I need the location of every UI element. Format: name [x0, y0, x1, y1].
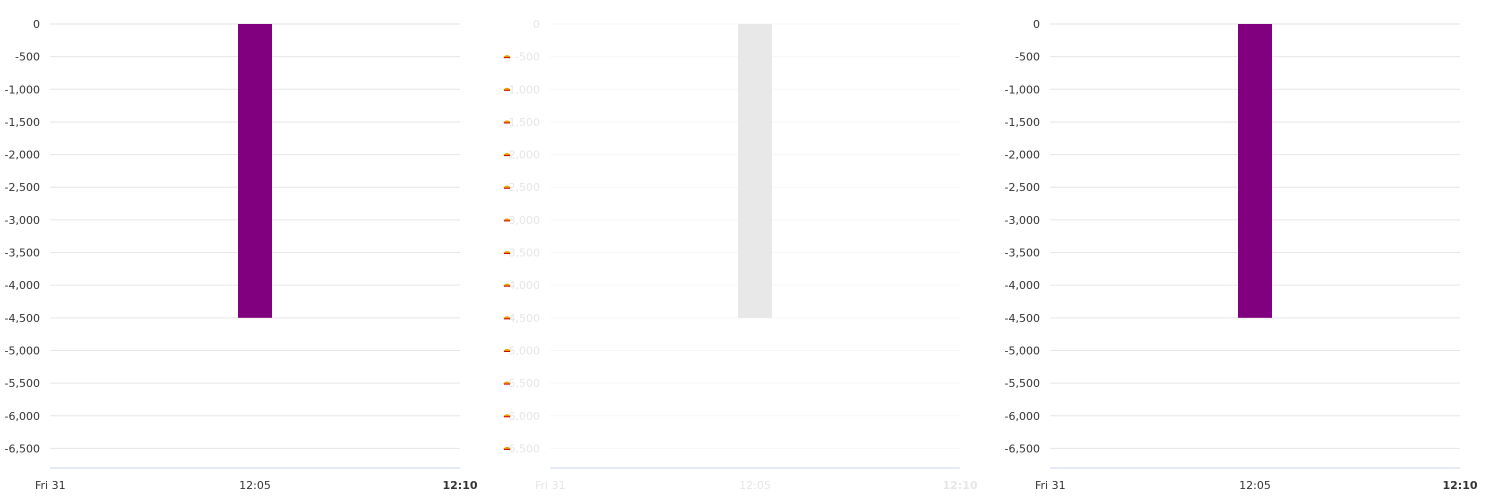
loading-spinner-icon: [503, 185, 511, 189]
y-tick-label: -5,000: [505, 344, 540, 357]
y-tick-label: -3,000: [1005, 214, 1040, 227]
y-tick-label: -5,000: [1005, 344, 1040, 357]
loading-spinner-icon: [503, 446, 511, 451]
y-tick-label: -500: [515, 51, 540, 64]
y-tick-label: -1,500: [1005, 116, 1040, 129]
y-tick-label: -3,000: [5, 214, 40, 227]
loading-spinner-icon: [503, 55, 511, 59]
chart-panel-3: 0 -500 -1,000 -1,500 -2,000 -2,500 -3,000 -3,50…: [1005, 18, 1478, 492]
y-tick-label: -2,500: [1005, 181, 1040, 194]
y-tick-label: -1,500: [505, 116, 540, 129]
loading-spinner-icon: [503, 381, 511, 385]
y-tick-label: -6,000: [5, 410, 40, 423]
y-tick-label: -4,500: [5, 312, 40, 325]
x-tick-label: Fri 31: [535, 479, 566, 492]
loading-spinner-icon: [503, 87, 511, 92]
x-tick-label: 12:05: [739, 479, 771, 492]
bar[interactable]: [238, 24, 272, 318]
y-tick-label: -2,500: [505, 181, 540, 194]
y-tick-label: -1,500: [5, 116, 40, 129]
y-tick-label: -2,000: [5, 149, 40, 162]
y-tick-label: -4,500: [1005, 312, 1040, 325]
y-tick-label: -5,500: [1005, 377, 1040, 390]
x-tick-label: 12:05: [239, 479, 271, 492]
x-tick-label: 12:10: [942, 479, 977, 492]
loading-spinner-icon: [503, 348, 511, 353]
loading-spinner-icon: [503, 251, 511, 255]
y-tick-label: -4,000: [5, 279, 40, 292]
y-tick-label: 0: [533, 18, 540, 31]
y-tick-label: -5,500: [5, 377, 40, 390]
y-tick-label: -6,500: [5, 442, 40, 455]
y-tick-label: -3,500: [5, 247, 40, 260]
bar[interactable]: [1238, 24, 1272, 318]
y-tick-label: -2,000: [505, 149, 540, 162]
y-tick-label: -500: [15, 51, 40, 64]
y-tick-label: -5,500: [505, 377, 540, 390]
y-tick-label: -6,000: [1005, 410, 1040, 423]
y-tick-label: -4,500: [505, 312, 540, 325]
y-tick-label: -6,500: [1005, 442, 1040, 455]
y-tick-label: -4,000: [505, 279, 540, 292]
y-tick-label: -500: [1015, 51, 1040, 64]
y-tick-label: -1,000: [505, 83, 540, 96]
x-tick-label: Fri 31: [35, 479, 66, 492]
y-tick-label: -2,500: [5, 181, 40, 194]
x-tick-label: 12:10: [442, 479, 477, 492]
y-tick-label: 0: [33, 18, 40, 31]
y-tick-label: -2,000: [1005, 149, 1040, 162]
y-tick-label: -3,500: [505, 247, 540, 260]
y-tick-label: -3,500: [1005, 247, 1040, 260]
chart-panel-1: 0 -500 -1,000 -1,500 -2,000 -2,500 -3,000 -3,50…: [5, 18, 478, 492]
x-tick-label: Fri 31: [1035, 479, 1066, 492]
y-tick-label: 0: [1033, 18, 1040, 31]
x-tick-label: 12:10: [1442, 479, 1477, 492]
y-tick-label: -4,000: [1005, 279, 1040, 292]
bar[interactable]: [738, 24, 772, 318]
chart-panel-2: 0 -500 -1,000 -1,500 -2,000 -2,500 -3,000 -3,50…: [503, 18, 978, 492]
loading-spinner-icon: [503, 414, 511, 418]
loading-spinner-icon: [503, 153, 511, 157]
y-tick-label: -1,000: [5, 83, 40, 96]
y-tick-label: -5,000: [5, 344, 40, 357]
y-tick-label: -3,000: [505, 214, 540, 227]
y-tick-label: -6,000: [505, 410, 540, 423]
x-tick-label: 12:05: [1239, 479, 1271, 492]
loading-spinner-icon: [503, 218, 511, 222]
loading-spinner-icon: [503, 283, 511, 287]
loading-spinner-icon: [503, 120, 511, 124]
loading-spinner-icon: [503, 316, 511, 320]
y-tick-label: -6,500: [505, 442, 540, 455]
y-tick-label: -1,000: [1005, 83, 1040, 96]
